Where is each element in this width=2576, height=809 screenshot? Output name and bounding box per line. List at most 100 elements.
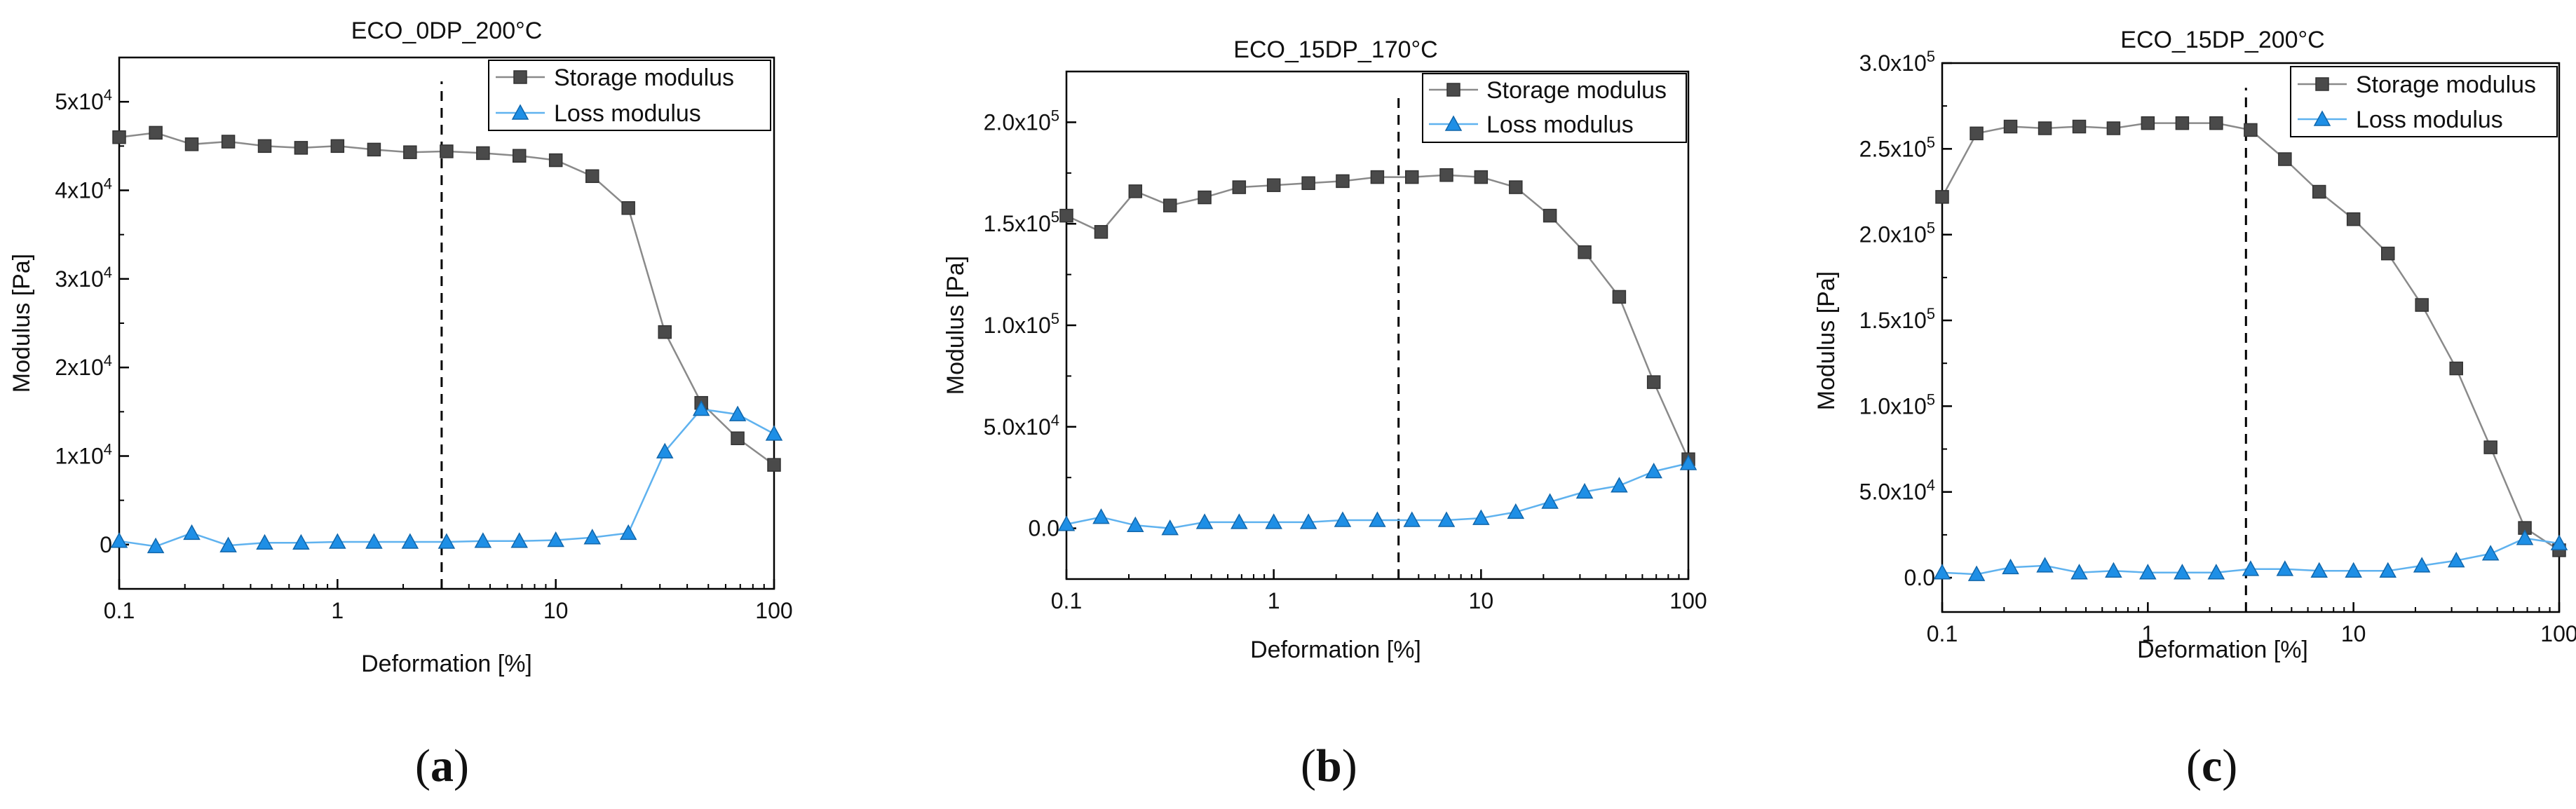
loss-point — [2036, 557, 2054, 573]
loss-modulus-line — [118, 408, 775, 548]
storage-point — [1404, 170, 1419, 184]
loss-point — [2276, 560, 2294, 576]
storage-point — [440, 144, 454, 158]
y-tick-label: 1.0x105 — [984, 310, 1059, 338]
legend-storage-label: Storage modulus — [1486, 77, 1667, 104]
storage-point — [2141, 116, 2155, 130]
chart-title: ECO_15DP_170°C — [1233, 36, 1437, 63]
y-tick-base: 3.0x10 — [1859, 50, 1927, 76]
storage-point — [2449, 361, 2463, 376]
storage-point — [257, 139, 272, 154]
y-tick-exponent: 5 — [1927, 305, 1935, 322]
y-tick-base: 2.0x10 — [984, 109, 1051, 135]
y-tick-exponent: 4 — [104, 352, 112, 369]
y-tick-base: 2.0x10 — [1859, 222, 1927, 247]
loss-point — [547, 531, 564, 548]
loss-point — [583, 529, 602, 545]
y-tick-label: 1.5x105 — [1859, 305, 1935, 333]
storage-point — [658, 325, 672, 339]
storage-point — [2380, 246, 2395, 261]
loss-point — [438, 533, 456, 549]
legend-loss-marker — [1444, 115, 1463, 131]
storage-point — [548, 153, 563, 168]
storage-point — [2312, 184, 2326, 199]
loss-point — [728, 405, 747, 421]
legend-storage-label: Storage modulus — [2356, 72, 2536, 98]
y-tick-label: 3.0x105 — [1859, 48, 1935, 76]
y-tick-base: 2x10 — [55, 355, 103, 380]
y-tick-base: 0 — [100, 532, 112, 557]
storage-point — [731, 431, 745, 445]
x-tick-label: 10 — [2341, 621, 2366, 646]
loss-point — [329, 533, 346, 549]
loss-point — [1299, 513, 1317, 529]
storage-point — [367, 142, 381, 157]
storage-point — [2209, 116, 2223, 130]
panel-letter: b — [1316, 740, 1342, 791]
loss-point — [2345, 562, 2362, 578]
y-tick-exponent: 4 — [1051, 412, 1059, 429]
y-axis-label: Modulus [Pa] — [1813, 271, 1840, 410]
storage-point — [1266, 178, 1281, 192]
data-markers — [1933, 116, 2568, 581]
storage-point — [585, 169, 599, 184]
legend-loss-label: Loss modulus — [1486, 111, 1634, 138]
panel-caption: (c) — [2186, 740, 2237, 791]
storage-point — [184, 137, 199, 151]
loss-point — [510, 532, 528, 548]
y-tick-base: 5.0x10 — [984, 414, 1051, 440]
storage-point — [1474, 170, 1489, 184]
legend-storage-marker — [2315, 77, 2329, 91]
storage-point — [2038, 121, 2052, 135]
x-tick-label: 10 — [1469, 588, 1494, 613]
loss-point — [1541, 493, 1559, 509]
y-tick-label: 2.5x105 — [1859, 133, 1935, 161]
storage-modulus-line — [118, 132, 775, 466]
y-tick-exponent: 5 — [1927, 133, 1935, 151]
storage-point — [2072, 119, 2087, 134]
loss-point — [2174, 564, 2191, 580]
legend-box — [1422, 73, 1687, 143]
loss-point — [147, 537, 165, 554]
storage-point — [112, 130, 126, 144]
x-tick-label: 10 — [543, 598, 569, 623]
y-tick-label: 5.0x104 — [1859, 477, 1935, 505]
panel-caption: (b) — [1301, 740, 1357, 791]
loss-point — [1057, 515, 1076, 531]
storage-point — [2346, 212, 2361, 226]
y-tick-base: 0.0 — [1904, 565, 1935, 590]
chart-title: ECO_15DP_200°C — [2120, 27, 2324, 53]
plot-frame — [1941, 62, 2561, 613]
y-tick-exponent: 4 — [104, 441, 112, 458]
storage-point — [2175, 116, 2190, 130]
legend-storage-marker — [513, 70, 527, 84]
loss-point — [2447, 552, 2465, 568]
loss-point — [1265, 513, 1282, 529]
loss-point — [1334, 511, 1352, 527]
storage-point — [2278, 152, 2292, 166]
data-markers — [110, 125, 783, 554]
chart-title: ECO_0DP_200°C — [351, 18, 543, 44]
y-tick-base: 1.5x10 — [984, 211, 1051, 236]
legend-storage-label: Storage modulus — [554, 64, 734, 91]
loss-point — [1195, 513, 1214, 529]
storage-point — [2415, 298, 2429, 312]
loss-point — [2310, 562, 2328, 578]
x-axis-label: Deformation [%] — [1250, 637, 1421, 663]
y-tick-exponent: 4 — [104, 264, 112, 281]
loss-point — [2002, 558, 2019, 575]
legend: Storage modulus Loss modulus — [488, 60, 771, 131]
storage-point — [2003, 119, 2018, 134]
loss-point — [1092, 508, 1110, 524]
y-tick-base: 2.5x10 — [1859, 136, 1927, 161]
y-tick-exponent: 4 — [104, 86, 112, 104]
panel-c: ECO_15DP_200°C 0.1 1 10 100 0.0 5.0x104 1.0x10… — [1813, 27, 2576, 791]
y-tick-base: 4x10 — [55, 178, 103, 203]
loss-point — [1967, 565, 1986, 581]
loss-point — [2516, 529, 2534, 545]
storage-point — [1612, 290, 1627, 304]
x-tick-label: 100 — [1669, 588, 1707, 613]
y-tick-label: 5.0x104 — [984, 412, 1059, 440]
